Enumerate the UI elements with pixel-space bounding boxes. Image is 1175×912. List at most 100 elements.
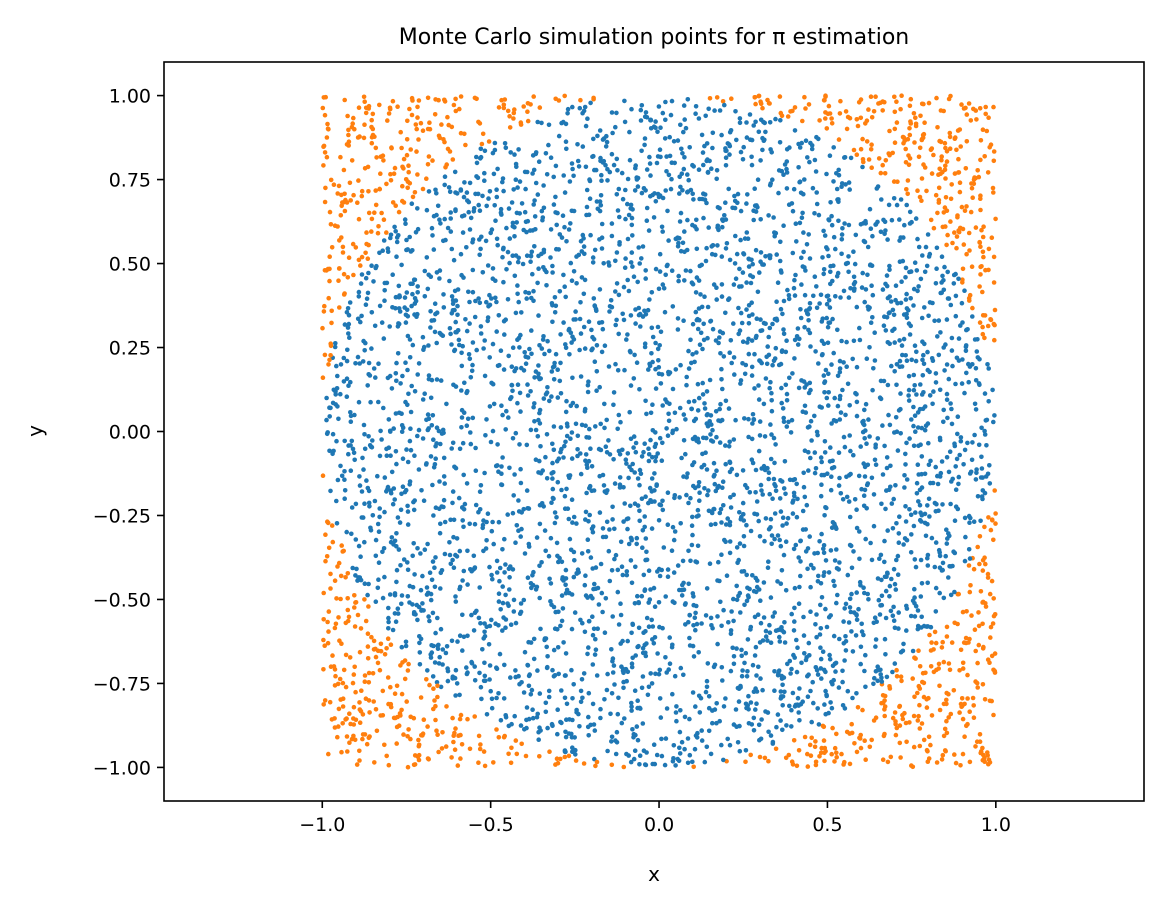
point-inside xyxy=(529,585,534,591)
point-inside xyxy=(903,297,909,302)
point-inside xyxy=(561,640,566,645)
point-inside xyxy=(854,612,859,617)
point-outside xyxy=(343,684,349,690)
point-inside xyxy=(896,408,902,413)
point-inside xyxy=(845,572,851,578)
point-inside xyxy=(885,340,891,345)
point-inside xyxy=(688,558,693,564)
point-inside xyxy=(624,678,629,684)
point-inside xyxy=(555,627,560,632)
point-inside xyxy=(753,707,758,712)
point-inside xyxy=(583,164,589,170)
point-inside xyxy=(665,208,670,214)
point-inside xyxy=(438,521,443,527)
point-inside xyxy=(841,360,846,365)
point-inside xyxy=(943,553,948,559)
point-inside xyxy=(891,604,896,610)
point-inside xyxy=(400,373,405,379)
point-inside xyxy=(875,667,881,673)
point-inside xyxy=(773,345,779,351)
point-outside xyxy=(895,179,900,184)
point-outside xyxy=(402,676,408,682)
point-inside xyxy=(635,175,641,181)
point-outside xyxy=(823,116,828,121)
point-inside xyxy=(689,542,695,548)
point-inside xyxy=(564,717,569,722)
point-inside xyxy=(394,461,399,467)
point-outside xyxy=(363,618,369,624)
point-inside xyxy=(467,321,472,326)
point-inside xyxy=(327,405,332,411)
point-inside xyxy=(754,316,760,322)
point-inside xyxy=(543,548,548,554)
point-inside xyxy=(826,614,832,620)
point-outside xyxy=(336,706,342,712)
point-inside xyxy=(695,381,701,387)
point-inside xyxy=(722,213,727,218)
point-inside xyxy=(786,419,791,425)
point-inside xyxy=(802,651,807,656)
point-inside xyxy=(529,328,534,333)
point-outside xyxy=(975,685,980,690)
point-inside xyxy=(467,180,473,186)
point-outside xyxy=(355,135,361,140)
point-inside xyxy=(740,468,746,473)
point-inside xyxy=(386,445,392,451)
point-inside xyxy=(784,723,789,728)
point-inside xyxy=(623,216,628,222)
point-inside xyxy=(562,493,568,499)
point-inside xyxy=(386,417,392,422)
point-inside xyxy=(691,460,697,465)
point-inside xyxy=(746,351,752,357)
point-inside xyxy=(493,295,498,301)
point-inside xyxy=(430,674,436,679)
point-inside xyxy=(679,455,684,461)
point-outside xyxy=(954,245,959,251)
point-outside xyxy=(928,742,933,748)
point-outside xyxy=(783,755,789,761)
point-inside xyxy=(475,175,481,181)
point-inside xyxy=(756,664,761,670)
point-inside xyxy=(642,441,647,447)
point-outside xyxy=(386,111,392,116)
point-inside xyxy=(823,606,828,612)
point-outside xyxy=(554,756,560,761)
point-inside xyxy=(839,237,845,242)
point-inside xyxy=(975,337,980,342)
point-inside xyxy=(614,156,620,162)
point-inside xyxy=(732,198,738,204)
point-inside xyxy=(550,270,555,275)
point-outside xyxy=(326,295,332,301)
point-inside xyxy=(614,192,620,197)
point-inside xyxy=(911,303,916,308)
point-inside xyxy=(424,207,430,213)
point-inside xyxy=(914,349,919,355)
point-inside xyxy=(461,194,467,200)
point-outside xyxy=(389,145,394,150)
point-inside xyxy=(590,529,596,535)
point-inside xyxy=(554,540,560,546)
point-inside xyxy=(768,516,774,522)
point-inside xyxy=(784,170,790,175)
point-inside xyxy=(546,553,552,559)
point-inside xyxy=(563,567,569,573)
point-inside xyxy=(948,401,953,406)
point-outside xyxy=(443,165,448,170)
point-inside xyxy=(889,217,895,223)
point-inside xyxy=(684,382,689,388)
point-inside xyxy=(687,716,692,722)
point-inside xyxy=(694,438,699,444)
point-inside xyxy=(962,447,968,453)
point-inside xyxy=(794,637,799,643)
point-inside xyxy=(768,595,774,600)
point-inside xyxy=(382,574,387,580)
point-inside xyxy=(715,205,721,210)
point-inside xyxy=(676,758,682,764)
point-outside xyxy=(908,119,913,124)
point-outside xyxy=(452,730,457,736)
point-inside xyxy=(751,417,756,422)
point-inside xyxy=(956,358,962,363)
point-inside xyxy=(561,119,566,125)
point-inside xyxy=(657,667,663,673)
point-inside xyxy=(912,557,918,562)
